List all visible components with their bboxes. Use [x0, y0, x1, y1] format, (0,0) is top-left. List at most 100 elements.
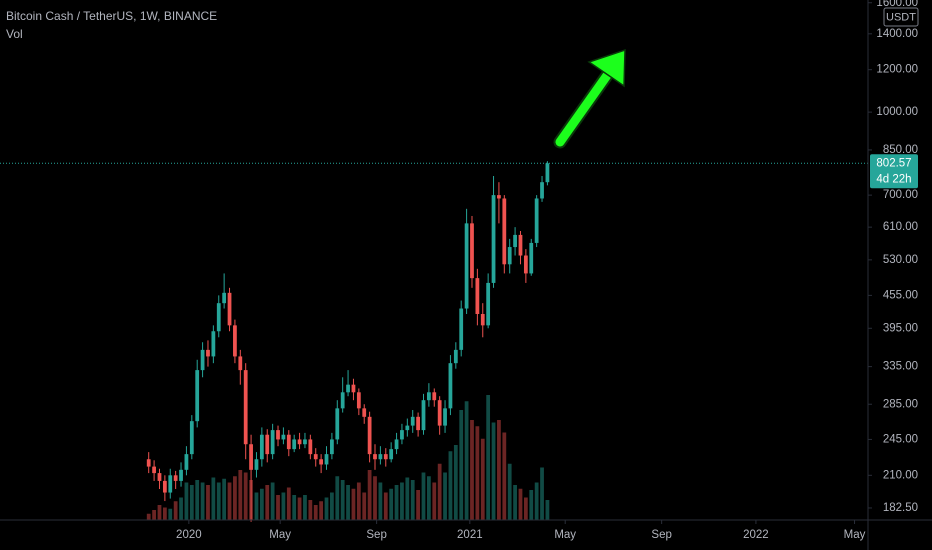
candle-body — [340, 392, 345, 409]
volume-bar — [146, 513, 151, 520]
candle-body — [491, 195, 496, 283]
y-tick-label: 210.00 — [883, 469, 918, 481]
volume-bar — [518, 488, 523, 520]
volume-bar — [259, 488, 264, 520]
y-tick-label: 182.50 — [883, 502, 918, 514]
currency-badge[interactable] — [883, 7, 919, 27]
candle-body — [351, 384, 356, 393]
volume-bar — [464, 401, 469, 520]
candle-body — [259, 434, 264, 460]
volume-bar — [453, 445, 458, 520]
volume-bar — [222, 478, 227, 520]
x-tick-label: 2021 — [457, 529, 483, 541]
candle-body — [157, 473, 162, 481]
y-tick-label: 530.00 — [883, 254, 918, 266]
x-tick-label: Sep — [366, 529, 386, 541]
volume-bar — [491, 422, 496, 520]
last-price-label: 802.57 — [876, 157, 911, 169]
volume-bar — [356, 482, 361, 520]
currency-label: USDT — [886, 11, 916, 23]
volume-bar — [303, 495, 307, 520]
candle-body — [367, 416, 372, 455]
volume-bar — [448, 451, 453, 520]
candle-body — [222, 292, 227, 304]
candle-body — [173, 475, 178, 481]
chart-title: Bitcoin Cash / TetherUS, 1W, BINANCE — [6, 9, 217, 23]
countdown-label: 4d 22h — [876, 173, 911, 185]
volume-bar — [507, 463, 512, 520]
candle-body — [184, 454, 189, 470]
candle-body — [540, 182, 544, 199]
candle-body — [270, 430, 275, 455]
volume-bar — [206, 485, 210, 520]
volume-bar — [416, 490, 420, 520]
candle-body — [389, 449, 394, 460]
candle-body — [378, 454, 383, 460]
volume-bar — [238, 470, 243, 520]
candle-body — [486, 282, 491, 326]
volume-bar — [351, 488, 356, 520]
y-tick-label: 245.00 — [883, 433, 918, 445]
volume-bar — [297, 497, 302, 520]
y-tick-label: 285.00 — [883, 398, 918, 410]
candle-layer — [0, 161, 868, 522]
candle-body — [437, 400, 442, 426]
volume-bar — [362, 492, 367, 520]
x-tick-label: 2020 — [176, 529, 202, 541]
volume-bar — [330, 492, 334, 520]
volume-bar — [265, 485, 270, 520]
volume-bar — [254, 492, 259, 520]
volume-bar — [200, 482, 205, 520]
y-tick-label: 850.00 — [883, 144, 918, 156]
candle-body — [286, 434, 291, 450]
volume-bar — [421, 472, 426, 520]
volume-bar — [308, 500, 313, 520]
volume-bar — [367, 470, 372, 520]
candle-body — [200, 349, 205, 371]
volume-bar — [497, 420, 501, 520]
volume-bar — [459, 410, 464, 520]
candle-body — [405, 425, 410, 431]
volume-bar — [523, 497, 528, 520]
volume-bar — [335, 476, 340, 520]
candle-body — [502, 198, 507, 265]
candle-body — [513, 234, 517, 248]
candle-body — [518, 234, 523, 256]
volume-bar — [373, 476, 377, 520]
volume-bar — [470, 420, 474, 520]
candle-body — [497, 195, 501, 199]
candle-body — [303, 439, 307, 445]
volume-bar — [324, 497, 329, 520]
candle-body — [243, 370, 248, 445]
candle-body — [400, 430, 404, 440]
candle-body — [383, 454, 388, 460]
candle-body — [335, 408, 340, 440]
volume-bar — [243, 472, 248, 520]
candle-body — [206, 349, 210, 357]
volume-bar — [313, 505, 318, 520]
candle-body — [330, 439, 334, 455]
volume-bar — [540, 467, 544, 520]
volume-bar — [443, 472, 447, 520]
candle-body — [470, 223, 474, 279]
volume-bar — [480, 438, 485, 520]
volume-bar — [383, 492, 388, 520]
volume-bar — [437, 463, 442, 520]
volume-bar — [233, 476, 237, 520]
candle-body — [523, 255, 528, 274]
candle-body — [464, 223, 469, 309]
candle-body — [534, 198, 539, 243]
arrow-head — [587, 48, 626, 88]
candle-body — [168, 475, 173, 493]
volume-bar — [346, 485, 350, 520]
volume-bar — [157, 505, 162, 520]
candle-body — [297, 439, 302, 445]
volume-bar — [389, 488, 394, 520]
volume-bar — [486, 395, 491, 520]
last-price-badge — [870, 154, 918, 189]
y-tick-label: 455.00 — [883, 289, 918, 301]
candle-body — [426, 392, 431, 401]
volume-bar — [534, 482, 539, 520]
arrow-shaft — [555, 69, 613, 147]
